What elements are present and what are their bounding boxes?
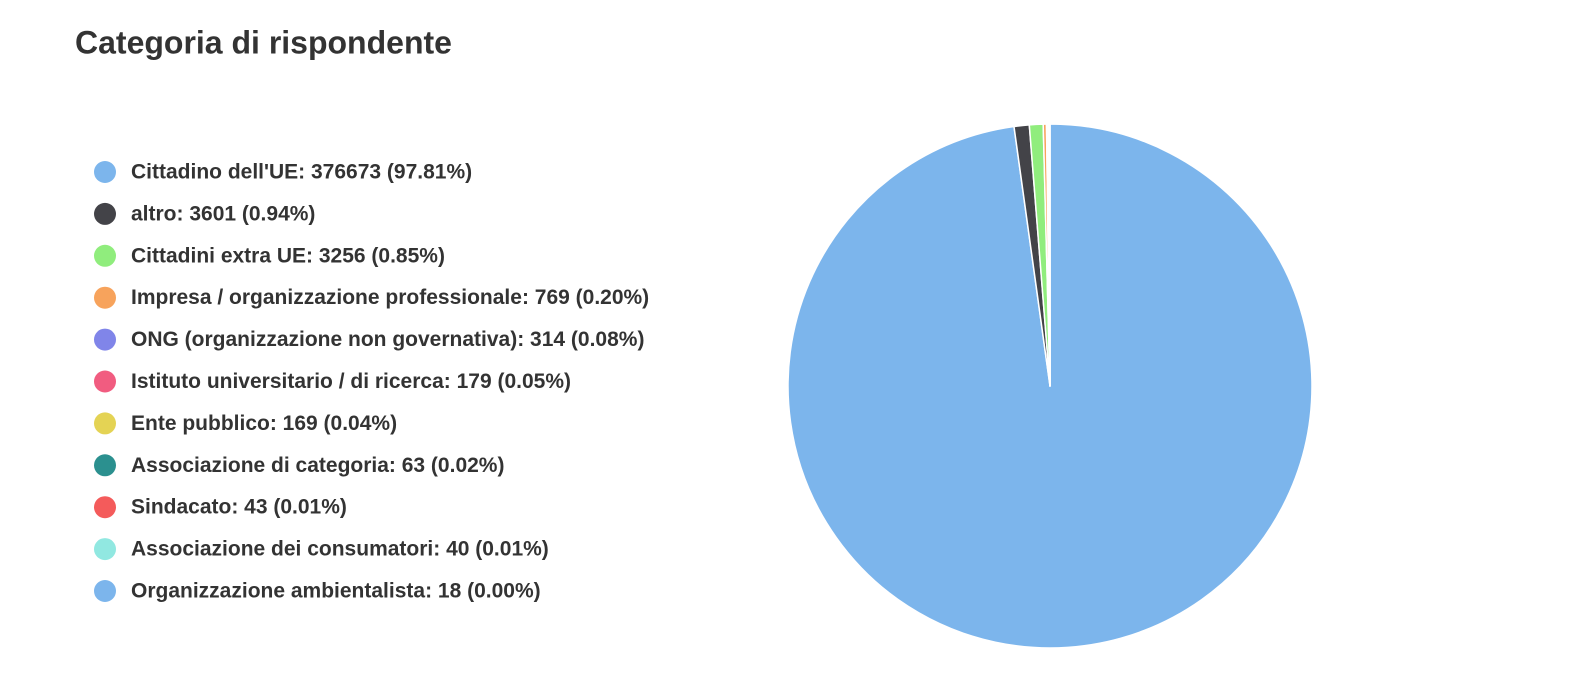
legend-marker <box>94 538 116 561</box>
legend-text: Sindacato: 43 (0.01%) <box>131 496 347 519</box>
legend-text: Associazione dei consumatori: 40 (0.01%) <box>131 538 549 561</box>
legend-marker <box>94 161 116 183</box>
legend-text: Impresa / organizzazione professionale: … <box>131 286 649 309</box>
legend-text: altro: 3601 (0.94%) <box>131 202 315 225</box>
legend-marker <box>94 412 116 435</box>
legend-marker <box>94 202 116 225</box>
legend-marker <box>94 286 116 309</box>
legend-text: Cittadini extra UE: 3256 (0.85%) <box>131 244 445 267</box>
legend-marker <box>94 580 116 602</box>
legend-marker <box>94 454 116 477</box>
legend-marker <box>94 496 116 519</box>
legend-marker <box>94 328 116 351</box>
legend-text: ONG (organizzazione non governativa): 31… <box>131 328 644 351</box>
chart-title: Categoria di rispondente <box>75 24 452 60</box>
legend-marker <box>94 244 116 267</box>
legend-text: Cittadino dell'UE: 376673 (97.81%) <box>131 161 472 184</box>
legend-text: Associazione di categoria: 63 (0.02%) <box>131 454 504 477</box>
legend-text: Istituto universitario / di ricerca: 179… <box>131 370 571 393</box>
legend-text: Ente pubblico: 169 (0.04%) <box>131 412 397 435</box>
legend-text: Organizzazione ambientalista: 18 (0.00%) <box>131 580 541 603</box>
legend-marker <box>94 370 116 393</box>
